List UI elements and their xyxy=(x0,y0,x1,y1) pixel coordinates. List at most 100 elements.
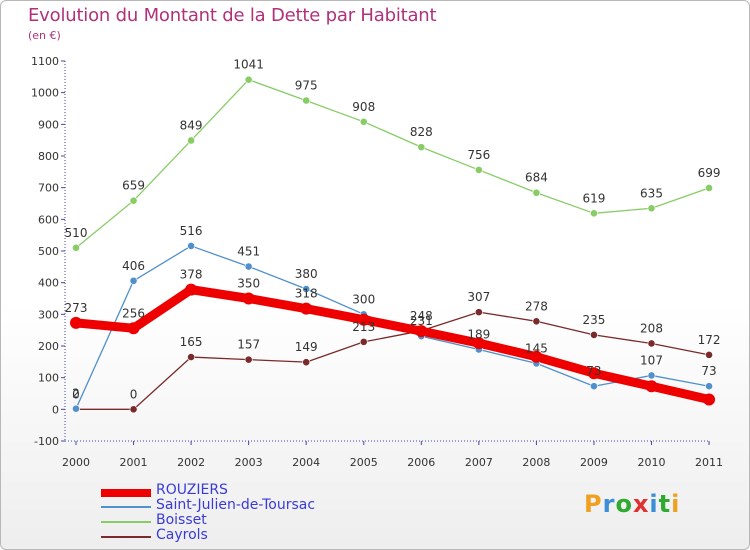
y-tick-label: 900 xyxy=(38,118,59,131)
x-tick-label: 2008 xyxy=(522,456,550,469)
data-point xyxy=(127,322,140,335)
chart-title: Evolution du Montant de la Dette par Hab… xyxy=(28,5,437,26)
logo-letter: P xyxy=(584,490,603,518)
data-point xyxy=(472,337,485,350)
data-label: 0 xyxy=(72,387,80,401)
data-point xyxy=(242,292,255,305)
data-label: 516 xyxy=(180,224,203,238)
data-label: 189 xyxy=(467,327,490,341)
data-label: 619 xyxy=(582,191,605,205)
y-tick-label: -100 xyxy=(34,435,59,448)
data-point xyxy=(70,316,82,329)
data-label: 73 xyxy=(701,364,716,378)
data-point xyxy=(647,371,656,380)
data-point xyxy=(357,313,370,326)
data-label: 273 xyxy=(65,301,88,315)
data-label: 318 xyxy=(295,287,318,301)
data-point xyxy=(187,242,195,250)
legend-swatch xyxy=(101,506,151,508)
x-tick-label: 2007 xyxy=(465,456,493,469)
data-point xyxy=(72,404,80,413)
series-line xyxy=(75,79,710,249)
data-label: 235 xyxy=(582,313,605,327)
series-line xyxy=(75,311,710,410)
data-point xyxy=(244,262,253,271)
legend-item-rouziers: ROUZIERS xyxy=(101,482,401,499)
legend-swatch xyxy=(101,521,151,523)
data-point xyxy=(590,331,598,339)
logo-letter: i xyxy=(671,490,681,518)
data-point xyxy=(300,302,313,315)
data-label: 510 xyxy=(65,226,88,240)
legend-item-boisset: Boisset xyxy=(101,512,401,529)
data-point xyxy=(72,243,80,252)
y-tick-label: 1100 xyxy=(31,55,59,68)
data-point xyxy=(302,358,311,367)
y-tick-label: 100 xyxy=(38,372,59,385)
data-point xyxy=(129,196,138,205)
data-label: 165 xyxy=(180,335,203,349)
x-tick-label: 2010 xyxy=(638,456,666,469)
data-label: 828 xyxy=(410,125,433,139)
data-point xyxy=(647,204,656,213)
data-label: 145 xyxy=(525,341,548,355)
data-point xyxy=(590,209,598,218)
proxiti-logo: Proxiti xyxy=(584,490,680,518)
logo-letter: o xyxy=(615,490,633,518)
x-tick-label: 2000 xyxy=(62,456,90,469)
legend-label: Saint-Julien-de-Toursac xyxy=(156,497,316,513)
data-label: 307 xyxy=(467,290,490,304)
y-tick-label: 600 xyxy=(38,213,59,226)
x-tick-label: 2002 xyxy=(177,456,205,469)
data-label: 635 xyxy=(640,186,663,200)
y-tick-label: 200 xyxy=(38,340,59,353)
x-tick-label: 2003 xyxy=(235,456,263,469)
data-label: 659 xyxy=(122,179,145,193)
data-point xyxy=(415,325,428,338)
logo-letter: x xyxy=(632,490,650,518)
data-label: 256 xyxy=(122,306,145,320)
legend-swatch xyxy=(101,536,151,538)
data-point xyxy=(302,285,311,293)
x-tick-label: 2001 xyxy=(120,456,148,469)
data-labels: 0 0 165 157 149 213 248 307 278 235 208 172 510 659 84… xyxy=(65,58,721,402)
data-label: 107 xyxy=(640,353,663,367)
axes: -100010020030040050060070080090010001100… xyxy=(31,55,723,469)
x-tick-label: 2004 xyxy=(292,456,320,469)
data-label: 0 xyxy=(130,387,138,401)
data-point xyxy=(530,350,543,363)
data-point xyxy=(185,283,198,296)
data-point xyxy=(587,367,600,380)
x-tick-label: 2005 xyxy=(350,456,378,469)
chart-subtitle: (en €) xyxy=(28,29,61,42)
data-label: 73 xyxy=(586,364,601,378)
data-point xyxy=(302,96,311,105)
x-tick-label: 2009 xyxy=(580,456,608,469)
data-label: 248 xyxy=(410,309,433,323)
data-label: 172 xyxy=(698,333,721,347)
line-chart: -100010020030040050060070080090010001100… xyxy=(31,55,723,469)
data-label: 350 xyxy=(237,277,260,291)
data-label: 149 xyxy=(295,340,318,354)
series-points xyxy=(70,75,716,414)
data-point xyxy=(705,350,713,359)
data-point xyxy=(705,382,713,391)
data-point xyxy=(187,353,195,361)
data-point xyxy=(590,382,598,391)
data-point xyxy=(187,136,195,145)
data-label: 756 xyxy=(467,148,490,162)
data-label: 378 xyxy=(180,268,203,282)
data-label: 208 xyxy=(640,321,663,335)
data-label: 684 xyxy=(525,171,548,185)
data-point xyxy=(244,355,253,364)
data-point xyxy=(474,308,483,317)
data-label: 380 xyxy=(295,267,318,281)
legend-swatch xyxy=(101,489,151,497)
data-label: 1041 xyxy=(233,58,264,72)
legend-label: Boisset xyxy=(156,512,207,528)
legend-item-cayrols: Cayrols xyxy=(101,527,401,544)
data-point xyxy=(532,317,541,326)
y-tick-label: 400 xyxy=(38,277,59,290)
data-label: 278 xyxy=(525,299,548,313)
